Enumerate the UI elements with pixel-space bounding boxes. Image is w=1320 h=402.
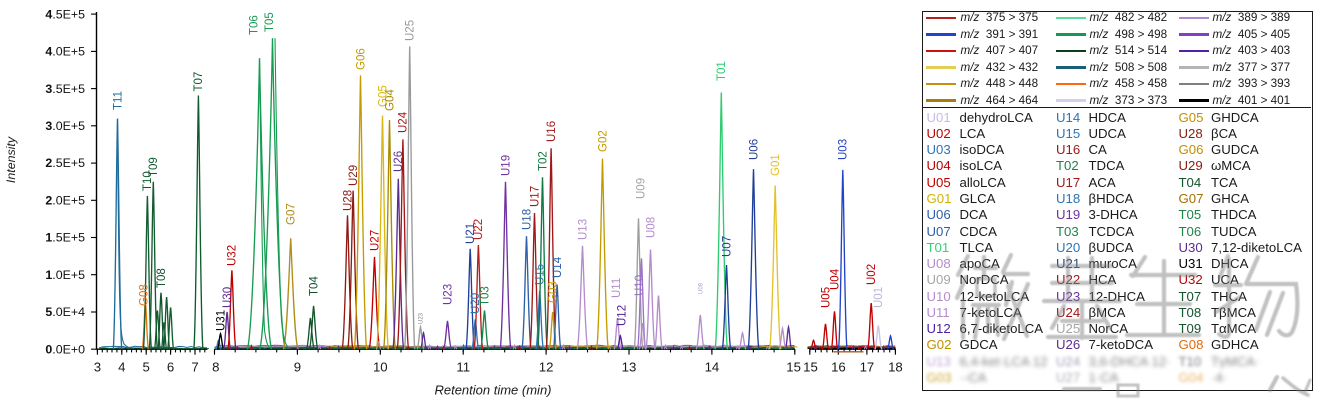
svg-text:U19: U19 (500, 155, 512, 176)
svg-text:3: 3 (94, 360, 101, 375)
svg-text:U20: U20 (470, 293, 482, 314)
svg-text:12: 12 (539, 360, 554, 375)
svg-text:4.5E+5: 4.5E+5 (45, 7, 85, 21)
svg-text:U23: U23 (419, 312, 425, 324)
svg-text:T11: T11 (112, 91, 124, 110)
svg-text:U27: U27 (369, 230, 381, 251)
svg-text:4: 4 (118, 360, 125, 375)
svg-text:T08: T08 (156, 268, 168, 288)
svg-text:T02: T02 (537, 151, 549, 171)
svg-text:U07: U07 (721, 236, 733, 257)
svg-text:10: 10 (373, 360, 388, 375)
svg-text:16: 16 (831, 360, 846, 375)
svg-text:U30: U30 (222, 287, 234, 308)
svg-text:3.5E+5: 3.5E+5 (45, 82, 85, 96)
svg-text:U22: U22 (473, 219, 485, 240)
svg-text:G07: G07 (286, 203, 298, 225)
svg-text:U32: U32 (227, 245, 239, 266)
svg-text:U29: U29 (348, 165, 360, 186)
svg-text:G03: G03 (548, 281, 560, 303)
svg-text:U05: U05 (820, 287, 832, 308)
svg-text:U12: U12 (616, 305, 628, 326)
svg-text:0.0E+0: 0.0E+0 (45, 342, 85, 356)
svg-text:13: 13 (622, 360, 637, 375)
svg-text:U14: U14 (552, 256, 564, 278)
svg-text:5: 5 (143, 360, 150, 375)
svg-text:14: 14 (705, 360, 720, 375)
svg-text:U09: U09 (635, 178, 647, 199)
svg-text:7: 7 (191, 360, 198, 375)
svg-text:2.0E+5: 2.0E+5 (45, 194, 85, 208)
svg-text:11: 11 (456, 360, 470, 375)
svg-text:Intensity: Intensity (4, 136, 18, 183)
svg-text:U11: U11 (611, 278, 623, 298)
svg-text:U08: U08 (645, 217, 657, 238)
svg-text:T01: T01 (716, 61, 728, 81)
svg-text:6: 6 (167, 360, 174, 375)
svg-text:U23: U23 (442, 284, 454, 305)
svg-text:Retention time (min): Retention time (min) (434, 383, 551, 398)
svg-text:17: 17 (860, 360, 875, 375)
svg-text:8: 8 (212, 360, 219, 375)
svg-text:U15: U15 (535, 264, 547, 285)
svg-text:U08: U08 (698, 282, 704, 294)
svg-text:T10: T10 (142, 171, 154, 191)
svg-text:T06: T06 (248, 15, 260, 35)
svg-text:U16: U16 (546, 121, 558, 142)
svg-text:T07: T07 (193, 72, 205, 92)
svg-text:3.0E+5: 3.0E+5 (45, 119, 85, 133)
svg-text:U28: U28 (342, 190, 354, 211)
svg-text:U03: U03 (838, 139, 850, 160)
svg-text:9: 9 (294, 360, 301, 375)
svg-text:2.5E+5: 2.5E+5 (45, 156, 85, 170)
svg-text:G04: G04 (384, 89, 396, 111)
svg-text:U26: U26 (393, 151, 405, 172)
svg-text:U06: U06 (748, 139, 760, 160)
svg-text:U25: U25 (405, 20, 417, 41)
svg-text:4.0E+5: 4.0E+5 (45, 45, 85, 59)
svg-text:15: 15 (803, 360, 818, 375)
svg-text:1.0E+5: 1.0E+5 (45, 268, 85, 282)
svg-text:U21: U21 (465, 223, 477, 244)
svg-text:T04: T04 (308, 276, 320, 296)
svg-text:18: 18 (888, 360, 903, 375)
svg-text:U02: U02 (866, 264, 878, 285)
svg-text:T05: T05 (264, 12, 276, 32)
svg-text:U01: U01 (873, 287, 885, 308)
svg-text:U13: U13 (577, 219, 589, 240)
svg-text:1.5E+5: 1.5E+5 (45, 231, 85, 245)
svg-text:G06: G06 (355, 48, 367, 70)
svg-text:15: 15 (786, 360, 801, 375)
svg-text:T03: T03 (479, 286, 491, 306)
svg-text:G01: G01 (770, 154, 782, 176)
svg-text:U17: U17 (529, 186, 541, 207)
svg-text:G08: G08 (138, 284, 150, 306)
svg-text:T09: T09 (148, 157, 160, 177)
svg-text:U31: U31 (215, 310, 227, 331)
svg-text:G05: G05 (377, 85, 389, 107)
svg-text:U18: U18 (521, 209, 533, 230)
svg-text:G02: G02 (597, 130, 609, 152)
svg-text:U10: U10 (634, 275, 646, 296)
svg-text:5.0E+4: 5.0E+4 (45, 305, 85, 319)
svg-text:U04: U04 (829, 268, 841, 290)
svg-text:U24: U24 (398, 111, 410, 133)
